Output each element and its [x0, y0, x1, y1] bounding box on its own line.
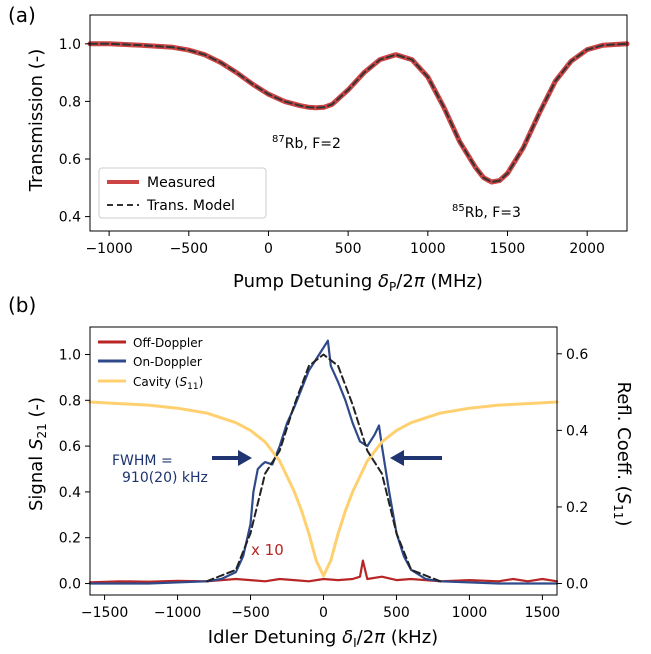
panel-a-annotation-85rb-sup: 85 — [452, 203, 465, 214]
panel-b-xtick-label: −1000 — [154, 605, 201, 621]
panel-a-label: (a) — [8, 3, 36, 27]
panel-a-xticks: −1000 −500 0 500 1000 1500 2000 — [85, 231, 605, 257]
panel-b-ylabel-right: Refl. Coeff. (S11) — [611, 382, 634, 527]
panel-a-legend-box — [98, 167, 267, 219]
panel-b-ytick-right-label: 0.6 — [566, 347, 588, 363]
panel-b-ytick-label: 0.8 — [59, 393, 81, 409]
panel-b-plot-area — [88, 339, 559, 585]
panel-a-ytick-label: 0.6 — [59, 152, 81, 168]
panel-a-annotation-85rb-text: Rb, F=3 — [465, 205, 521, 221]
panel-a-ytick-label: 0.8 — [59, 94, 81, 110]
panel-a-series-measured — [87, 41, 630, 185]
panel-b-legend-label-cavity: Cavity (S11) — [133, 375, 203, 392]
panel-b-xtick-label: 0 — [319, 605, 328, 621]
panel-a: (a) Transmission (-) −1000 −500 0 500 1000 15… — [8, 3, 630, 294]
panel-b-series-cavity-s11 — [88, 400, 559, 578]
fwhm-arrow-left-head — [238, 450, 252, 466]
panel-a-legend-label-measured: Measured — [147, 175, 215, 191]
panel-a-xtick-label: −500 — [170, 241, 208, 257]
panel-b-xtick-label: −1500 — [81, 605, 128, 621]
x10-annotation: x 10 — [251, 541, 284, 559]
panel-b-legend: Off-Doppler On-Doppler Cavity (S11) — [98, 336, 203, 392]
panel-b-ytick-right-label: 0.4 — [566, 423, 588, 439]
panel-b-xtick-label: −500 — [231, 605, 269, 621]
panel-b-ytick-right-label: 0.0 — [566, 577, 588, 593]
panel-a-ylabel: Transmission (-) — [26, 49, 47, 193]
panel-a-xtick-label: −1000 — [85, 241, 132, 257]
panel-b: (b) Signal S21 (-) Refl. Coeff. (S11) −1… — [8, 293, 634, 650]
panel-a-annotation-85rb: 85Rb, F=3 — [452, 203, 521, 221]
panel-a-annotation-87rb-sup: 87 — [272, 134, 285, 145]
panel-b-xtick-label: 1500 — [525, 605, 561, 621]
panel-b-series-model-fit — [205, 353, 442, 583]
panel-b-ytick-label: 0.2 — [59, 531, 81, 547]
panel-b-series-off-doppler — [88, 559, 559, 584]
panel-a-legend: Measured Trans. Model — [98, 167, 267, 219]
panel-b-legend-label-off: Off-Doppler — [133, 336, 203, 350]
panel-a-series-trans-model — [89, 42, 628, 183]
panel-a-xlabel: Pump Detuning δP/2π (MHz) — [233, 271, 483, 294]
panel-b-ytick-label: 0.0 — [59, 577, 81, 593]
panel-a-annotation-87rb-text: Rb, F=2 — [285, 136, 341, 152]
panel-b-ytick-label: 0.6 — [59, 439, 81, 455]
panel-a-xtick-label: 1000 — [410, 241, 446, 257]
panel-b-ylabel: Signal S21 (-) — [26, 397, 49, 511]
panel-a-yticks: 0.4 0.6 0.8 1.0 — [59, 37, 90, 226]
panel-b-xtick-label: 1000 — [452, 605, 488, 621]
panel-b-legend-label-on: On-Doppler — [133, 355, 202, 369]
fwhm-arrow-right-head — [390, 450, 404, 466]
panel-a-ylabel-group: Transmission (-) — [26, 49, 47, 193]
fwhm-line2: 910(20) kHz — [122, 470, 208, 486]
panel-a-ytick-label: 0.4 — [59, 210, 81, 226]
panel-a-frame — [89, 14, 628, 232]
panel-b-xtick-label: 500 — [383, 605, 410, 621]
panel-a-plot-area — [87, 41, 630, 185]
panel-a-xtick-label: 1500 — [490, 241, 526, 257]
fwhm-line1: FWHM = — [112, 453, 173, 469]
panel-a-xtick-label: 500 — [335, 241, 362, 257]
panel-b-yticks-right: 0.0 0.2 0.4 0.6 — [557, 347, 588, 593]
panel-a-ytick-label: 1.0 — [59, 37, 81, 53]
panel-b-ytick-label: 1.0 — [59, 347, 81, 363]
panel-a-xtick-label: 2000 — [569, 241, 605, 257]
panel-a-annotation-87rb: 87Rb, F=2 — [272, 134, 341, 152]
panel-b-label: (b) — [8, 293, 36, 317]
panel-b-fwhm-annotation: FWHM = 910(20) kHz — [112, 450, 442, 486]
panel-a-xtick-label: 0 — [264, 241, 273, 257]
panel-b-xlabel: Idler Detuning δI/2π (kHz) — [208, 627, 438, 650]
panel-b-yticks: 0.0 0.2 0.4 0.6 0.8 1.0 — [59, 347, 90, 593]
panel-b-ytick-label: 0.4 — [59, 485, 81, 501]
panel-a-legend-label-model: Trans. Model — [146, 198, 235, 214]
panel-b-xticks: −1500 −1000 −500 0 500 1000 1500 — [81, 595, 560, 621]
panel-b-ytick-right-label: 0.2 — [566, 500, 588, 516]
